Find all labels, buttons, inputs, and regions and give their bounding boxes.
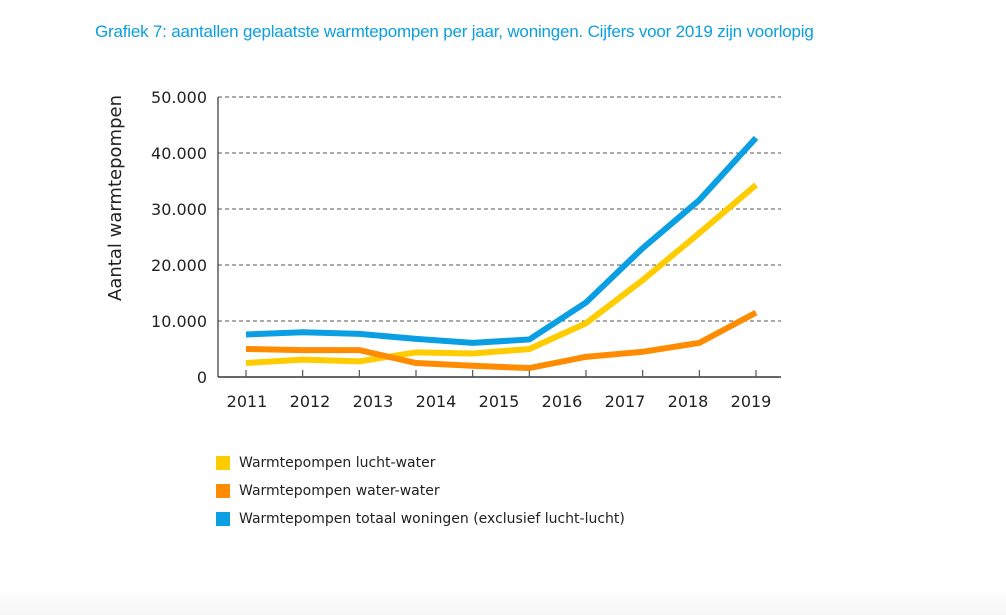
chart-title: Grafiek 7: aantallen geplaatste warmtepo…: [95, 22, 814, 41]
x-tick-label: 2013: [353, 392, 394, 411]
axes: [217, 97, 781, 378]
series-line-2: [245, 309, 758, 372]
y-tick-label: 10.000: [151, 312, 207, 331]
legend-label: Warmtepompen lucht-water: [239, 455, 436, 471]
y-tick-label: 30.000: [151, 200, 207, 219]
y-tick-label: 50.000: [151, 88, 207, 107]
series-line-1: [245, 182, 758, 366]
x-tick-label: 2016: [542, 392, 583, 411]
x-tick-label: 2017: [605, 392, 646, 411]
y-tick-label: 0: [197, 368, 207, 387]
y-tick-label: 20.000: [151, 256, 207, 275]
x-tick-labels: 2011 2012 2013 2014 2015 2016 2017 2018 2019: [227, 392, 772, 411]
y-tick-label: 40.000: [151, 144, 207, 163]
page-bottom-shade: [0, 589, 1006, 615]
line-chart: 0 10.000 20.000 30.000 40.000 50.000 2011 2012…: [105, 88, 781, 411]
y-tick-labels: 0 10.000 20.000 30.000 40.000 50.000: [151, 88, 207, 387]
legend-swatch-blue: [216, 512, 230, 526]
legend-item-totaal: Warmtepompen totaal woningen (exclusief …: [216, 505, 625, 533]
x-tick-label: 2012: [290, 392, 331, 411]
legend: Warmtepompen lucht-water Warmtepompen wa…: [216, 449, 625, 533]
x-tick-label: 2015: [479, 392, 520, 411]
legend-swatch-yellow: [216, 456, 230, 470]
series-lines: [245, 135, 759, 372]
legend-item-lucht-water: Warmtepompen lucht-water: [216, 449, 625, 477]
x-tick-label: 2014: [416, 392, 457, 411]
legend-label: Warmtepompen water-water: [239, 483, 440, 499]
gridlines: [218, 96, 781, 322]
y-axis-title: Aantal warmtepompen: [105, 95, 126, 301]
legend-item-water-water: Warmtepompen water-water: [216, 477, 625, 505]
x-tick-label: 2018: [668, 392, 709, 411]
legend-label: Warmtepompen totaal woningen (exclusief …: [239, 511, 625, 527]
x-tick-label: 2011: [227, 392, 268, 411]
series-line-3: [245, 135, 759, 346]
x-tick-label: 2019: [731, 392, 772, 411]
legend-swatch-orange: [216, 484, 230, 498]
